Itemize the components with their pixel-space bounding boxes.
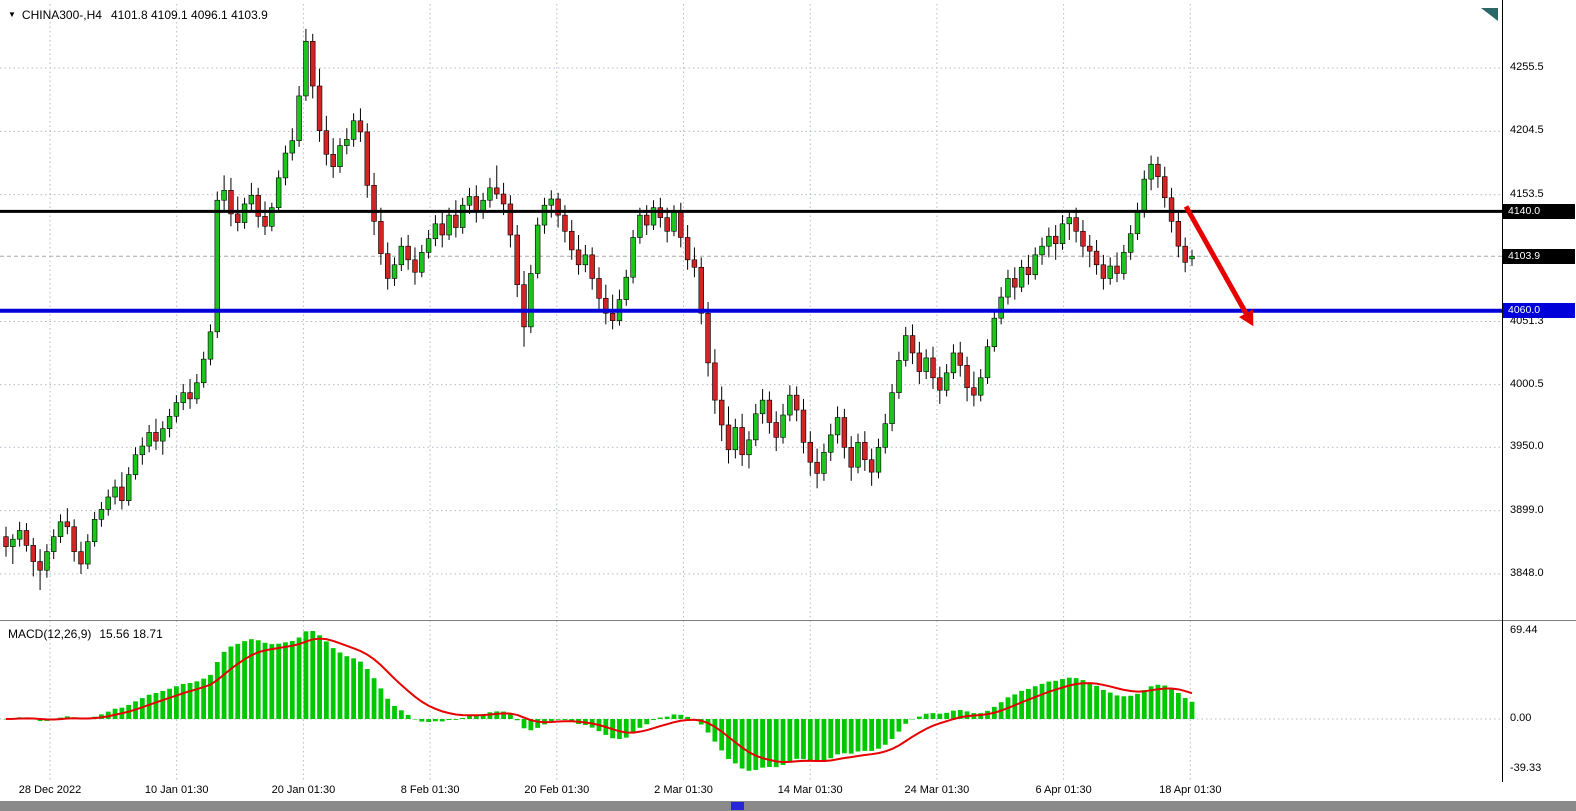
time-tick-label: 20 Feb 01:30 <box>524 784 590 796</box>
time-tick-label: 28 Dec 2022 <box>18 784 82 796</box>
symbol-timeframe-label: CHINA300-,H4 <box>21 8 102 22</box>
price-tick-label: 4204.5 <box>1510 124 1544 137</box>
macd-values: 15.56 18.71 <box>99 627 163 641</box>
time-axis[interactable]: 28 Dec 2022 10 Jan 01:30 20 Jan 01:30 8 Feb… <box>0 782 1576 801</box>
time-tick-label: 8 Feb 01:30 <box>400 784 460 796</box>
chart-shift-icon[interactable] <box>1481 8 1498 21</box>
price-tick-label: 3950.0 <box>1510 440 1544 453</box>
macd-name: MACD(12,26,9) <box>8 627 92 641</box>
symbol-ohlc-label: ▼ CHINA300-,H4 4101.8 4109.1 4096.1 4103.9 <box>8 8 268 22</box>
ohlc-values: 4101.8 4109.1 4096.1 4103.9 <box>110 8 268 22</box>
macd-indicator-label: MACD(12,26,9) 15.56 18.71 <box>8 627 163 641</box>
macd-axis-label: 69.44 <box>1510 624 1538 637</box>
time-tick-label: 20 Jan 01:30 <box>271 784 336 796</box>
price-badge: 4140.0 <box>1503 203 1575 219</box>
time-tick-label: 6 Apr 01:30 <box>1035 784 1092 796</box>
macd-axis-label: 0.00 <box>1510 712 1532 724</box>
horizontal-scrollbar[interactable] <box>0 801 1576 811</box>
price-axis[interactable]: 4255.5 4204.5 4153.5 4051.3 4000.5 3950.0 3899… <box>1502 0 1576 782</box>
price-tick-label: 4255.5 <box>1510 61 1544 73</box>
time-tick-label: 24 Mar 01:30 <box>904 784 970 796</box>
price-badge: 4060.0 <box>1503 303 1575 319</box>
price-tick-label: 4153.5 <box>1510 187 1544 200</box>
price-badge: 4103.9 <box>1503 248 1575 264</box>
price-tick-label: 4000.5 <box>1510 377 1544 390</box>
price-tick-label: 3899.0 <box>1510 503 1544 516</box>
time-tick-label: 2 Mar 01:30 <box>654 784 713 796</box>
time-tick-label: 14 Mar 01:30 <box>777 784 843 796</box>
time-tick-label: 10 Jan 01:30 <box>144 784 209 796</box>
time-tick-label: 18 Apr 01:30 <box>1159 784 1222 796</box>
symbol-dropdown-icon[interactable]: ▼ <box>8 10 16 19</box>
scrollbar-thumb[interactable] <box>731 802 744 810</box>
price-tick-label: 3848.0 <box>1510 566 1544 579</box>
macd-axis-label: -39.33 <box>1510 761 1542 774</box>
